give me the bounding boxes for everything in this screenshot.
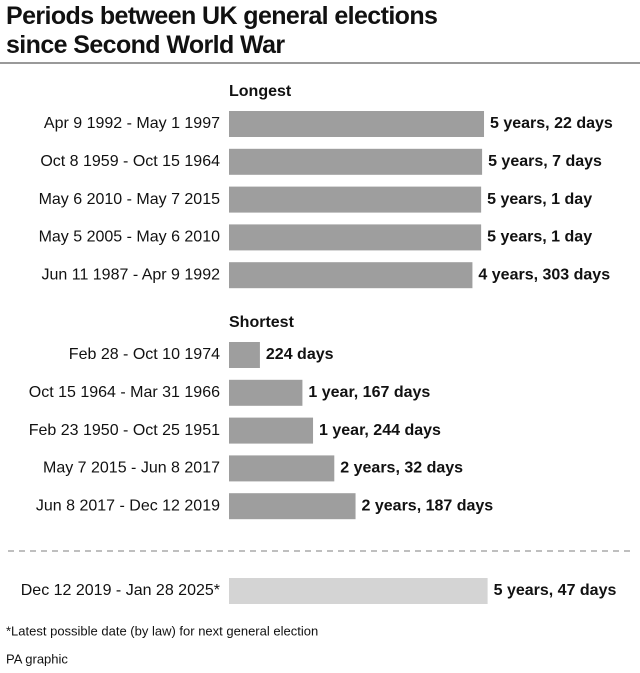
category-label: May 6 2010 - May 7 2015: [39, 191, 221, 208]
value-label: 2 years, 32 days: [340, 460, 463, 477]
category-label: Feb 28 - Oct 10 1974: [69, 346, 220, 363]
bar: [229, 224, 482, 251]
footnote: *Latest possible date (by law) for next …: [6, 623, 318, 638]
value-label: 5 years, 1 day: [487, 229, 592, 246]
value-label: 5 years, 7 days: [488, 153, 602, 170]
bar: [229, 111, 485, 137]
category-label: May 7 2015 - Jun 8 2017: [43, 460, 220, 477]
value-label: 224 days: [266, 346, 334, 363]
value-label: 2 years, 187 days: [362, 497, 494, 514]
bar: [229, 148, 483, 175]
category-label: May 5 2005 - May 6 2010: [39, 229, 221, 246]
group-label: Longest: [229, 83, 292, 100]
category-label: Dec 12 2019 - Jan 28 2025*: [21, 582, 220, 599]
value-label: 5 years, 1 day: [487, 191, 592, 208]
value-label: 4 years, 303 days: [478, 266, 610, 283]
bar: [229, 493, 356, 520]
source: PA graphic: [6, 651, 68, 666]
bar: [229, 417, 314, 444]
category-label: Oct 15 1964 - Mar 31 1966: [29, 384, 220, 401]
category-label: Oct 8 1959 - Oct 15 1964: [40, 153, 220, 170]
bar: [229, 342, 260, 368]
bar: [229, 186, 482, 213]
bar: [229, 455, 335, 482]
chart-title: Periods between UK general elections sin…: [6, 2, 438, 59]
category-label: Jun 11 1987 - Apr 9 1992: [41, 266, 220, 283]
category-label: Apr 9 1992 - May 1 1997: [44, 115, 220, 132]
bar: [229, 379, 303, 406]
value-label: 1 year, 167 days: [308, 384, 430, 401]
value-label: 5 years, 47 days: [494, 582, 617, 599]
bar: [229, 262, 473, 289]
category-label: Jun 8 2017 - Dec 12 2019: [36, 497, 220, 514]
value-label: 1 year, 244 days: [319, 422, 441, 439]
group-label: Shortest: [229, 314, 295, 331]
category-label: Feb 23 1950 - Oct 25 1951: [29, 422, 220, 439]
value-label: 5 years, 22 days: [490, 115, 613, 132]
bar: [229, 578, 488, 604]
